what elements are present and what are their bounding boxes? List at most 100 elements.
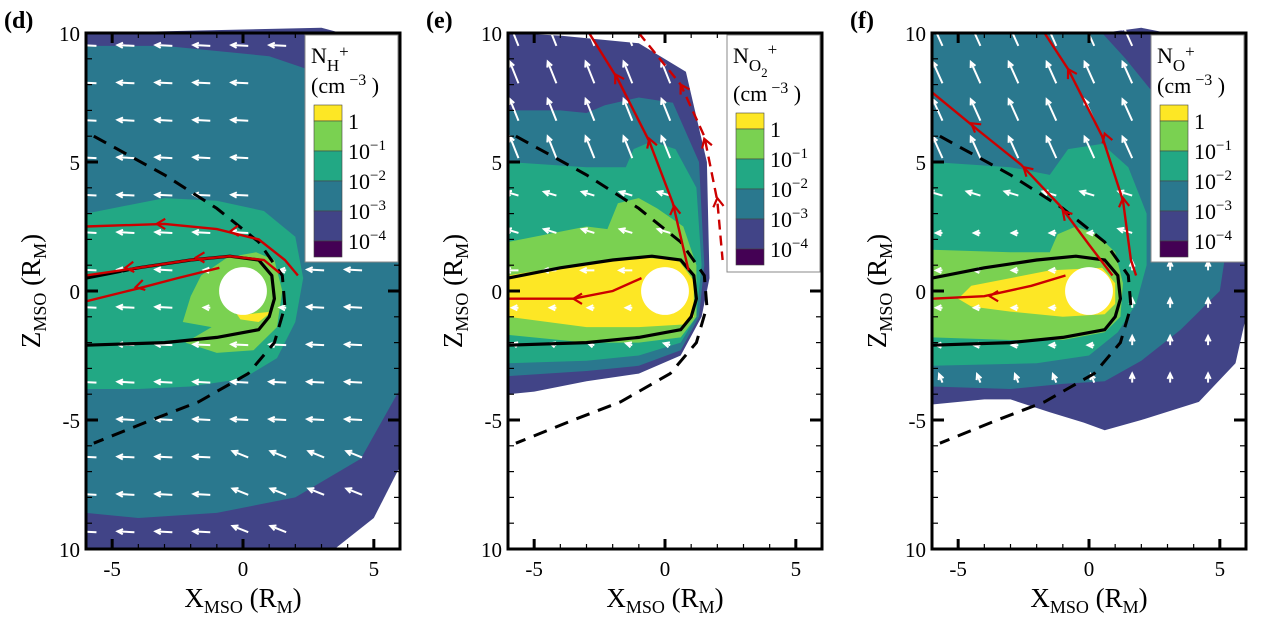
y-axis-var: Z bbox=[862, 332, 892, 349]
flow-vector-arrowhead bbox=[547, 304, 556, 312]
flow-vector-arrowhead bbox=[1121, 59, 1128, 68]
flow-vector-arrowhead bbox=[655, 189, 664, 197]
flow-vector-arrow bbox=[622, 61, 634, 84]
flow-vector-arrowhead bbox=[153, 41, 162, 49]
y-axis-unit-sub: M bbox=[452, 243, 472, 259]
flow-vector-arrowhead bbox=[660, 22, 667, 31]
flow-vector-arrowhead bbox=[115, 228, 124, 236]
flow-vector-arrow bbox=[584, 61, 596, 84]
field-line-arrowhead bbox=[571, 292, 583, 305]
flow-vector-arrow bbox=[193, 380, 211, 384]
flow-vector-arrow bbox=[155, 231, 173, 234]
flow-vector-arrowhead bbox=[1051, 372, 1059, 381]
flow-vector-arrowhead bbox=[622, 96, 629, 106]
flow-vector-arrowhead bbox=[115, 191, 124, 199]
flow-vector-arrowhead bbox=[115, 116, 124, 124]
flow-vector-arrow bbox=[932, 191, 943, 197]
flow-vector-arrowhead bbox=[1083, 22, 1090, 31]
flow-vector-arrowhead bbox=[342, 303, 352, 311]
flow-vector-arrow bbox=[270, 525, 287, 534]
flow-vector-arrow bbox=[1121, 98, 1134, 122]
panel-label: (f) bbox=[850, 8, 874, 34]
legend-title: NO+ bbox=[1157, 42, 1195, 75]
magnetic-field-line bbox=[1043, 32, 1138, 276]
flow-vector-arrowhead bbox=[579, 227, 588, 235]
flow-vector-arrowhead bbox=[541, 189, 551, 197]
y-axis-unit-open: (R bbox=[16, 259, 46, 293]
flow-vector-arrowhead bbox=[80, 417, 86, 422]
flow-vector-arrow bbox=[232, 525, 249, 534]
flow-vector-arrow bbox=[231, 156, 249, 160]
legend-swatch bbox=[313, 240, 343, 258]
legend-level-base: 10 bbox=[770, 147, 792, 172]
flow-vector-arrow bbox=[155, 530, 173, 534]
flow-vector-arrowhead bbox=[191, 116, 200, 124]
flow-vector-arrowhead bbox=[661, 341, 671, 349]
legend-level-label: 1 bbox=[348, 109, 359, 134]
y-axis-label: ZMSO (RM) bbox=[16, 234, 50, 348]
flow-vector-arrowhead bbox=[1166, 371, 1174, 380]
flow-vector-arrow bbox=[307, 380, 325, 384]
flow-vector-arrow bbox=[193, 455, 211, 459]
legend-level-exp: −2 bbox=[792, 176, 808, 192]
flow-vector-arrow bbox=[117, 305, 135, 309]
legend-ion-sub: 2 bbox=[761, 65, 768, 80]
flow-vector-arrowhead bbox=[1166, 333, 1174, 342]
flow-vector-arrowhead bbox=[80, 155, 86, 160]
flow-vector-arrowhead bbox=[1047, 341, 1056, 349]
flow-vector-arrow bbox=[308, 450, 325, 459]
flow-vector-arrow bbox=[270, 487, 287, 496]
y-axis-unit-close: ) bbox=[16, 234, 46, 243]
legend-level-label: 10−3 bbox=[1194, 198, 1232, 224]
legend-ion: O bbox=[1173, 56, 1185, 75]
flow-vector-arrowhead bbox=[80, 379, 86, 384]
flow-vector-arrowhead bbox=[1009, 229, 1018, 237]
flow-vector-arrowhead bbox=[115, 41, 124, 49]
magnetic-field-line bbox=[932, 274, 1066, 300]
flow-vector-arrow bbox=[86, 156, 97, 160]
flow-vector-arrow bbox=[345, 305, 363, 309]
flow-vector-arrowhead bbox=[622, 59, 629, 68]
flow-vector-arrow bbox=[155, 268, 173, 272]
flow-vector-arrow bbox=[546, 136, 558, 159]
y-tick-label: 10 bbox=[481, 22, 502, 46]
flow-vector-arrowhead bbox=[975, 372, 983, 381]
legend-level-label: 10−1 bbox=[1194, 138, 1232, 164]
legend-swatch bbox=[735, 218, 765, 250]
legend-density-letter: N bbox=[311, 43, 327, 68]
flow-vector-arrowhead bbox=[933, 266, 942, 274]
legend-level-exp: −4 bbox=[1216, 228, 1232, 244]
legend-charge: + bbox=[768, 40, 778, 59]
flow-vector-arrow bbox=[1121, 24, 1134, 47]
field-line-arrowhead bbox=[154, 217, 166, 231]
flow-vector-arrow bbox=[307, 305, 325, 309]
flow-vector-arrowhead bbox=[1083, 134, 1090, 143]
y-axis-sub: MSO bbox=[30, 293, 50, 332]
flow-vector-arrow bbox=[117, 193, 135, 197]
flow-vector-arrow bbox=[269, 44, 287, 47]
flow-vector-arrowhead bbox=[80, 342, 86, 347]
flow-vector-arrowhead bbox=[932, 22, 939, 31]
flow-vector-arrowhead bbox=[1007, 134, 1014, 143]
y-axis-unit-open: (R bbox=[438, 259, 468, 293]
flow-vector-arrowhead bbox=[80, 192, 86, 197]
legend-units-exp: −3 bbox=[767, 80, 788, 97]
flow-vector-arrow bbox=[1045, 136, 1058, 159]
flow-vector-arrow bbox=[1080, 190, 1095, 197]
x-tick-label: -5 bbox=[525, 557, 543, 581]
flow-vector-arrowhead bbox=[304, 378, 314, 386]
flow-vector-arrow bbox=[231, 118, 249, 122]
flow-vector-arrowhead bbox=[230, 449, 239, 457]
flow-vector-arrowhead bbox=[115, 528, 124, 536]
y-tick-label: 10 bbox=[481, 538, 502, 562]
flow-vector-arrow bbox=[86, 231, 97, 234]
flow-vector-arrow bbox=[1083, 61, 1096, 84]
flow-vector-arrow bbox=[345, 418, 363, 421]
flow-vector-arrow bbox=[86, 81, 97, 85]
flow-vector-arrow bbox=[1007, 24, 1020, 47]
x-axis-var: X bbox=[1030, 583, 1050, 613]
legend-level-label: 10−2 bbox=[348, 168, 386, 194]
legend-level-exp: −4 bbox=[370, 228, 386, 244]
legend-units: (cm −3 ) bbox=[311, 72, 379, 98]
